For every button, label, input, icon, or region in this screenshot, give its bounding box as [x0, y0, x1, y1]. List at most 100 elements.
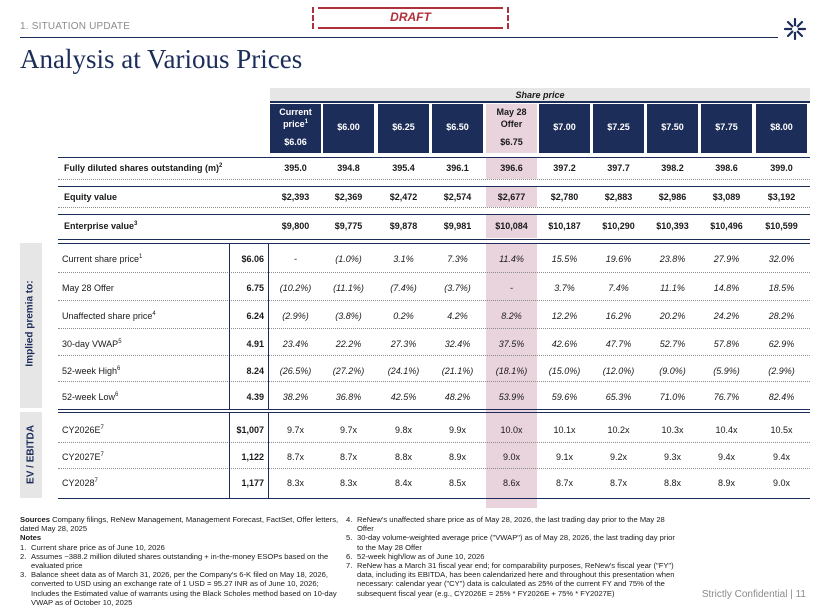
- table-cell: (11.1%): [333, 283, 364, 293]
- table-cell: 394.8: [337, 163, 360, 173]
- table-cell: (9.0%): [659, 366, 686, 376]
- table-cell: 9.8x: [394, 425, 412, 435]
- table-cell: 11.1%: [660, 283, 685, 293]
- offer-column-highlight: [486, 187, 537, 207]
- row-rule: [58, 498, 810, 499]
- table-cell: 8.7x: [339, 452, 357, 462]
- table-cell: 12.2%: [551, 311, 578, 321]
- table-cell: $3,192: [767, 192, 796, 202]
- table-cell: $10,393: [656, 221, 689, 231]
- column-header: $7.50: [647, 104, 698, 153]
- section-label: 1. SITUATION UPDATE: [20, 21, 131, 32]
- table-cell: 11.4%: [499, 254, 524, 264]
- row-rule: [58, 243, 810, 244]
- footnote: 1. Current share price as of June 10, 202…: [20, 542, 165, 552]
- table-cell: 3.7%: [554, 283, 575, 293]
- table-cell: 22.2%: [335, 339, 362, 349]
- table-cell: 396.6: [500, 163, 523, 173]
- table-cell: 4.2%: [447, 311, 468, 321]
- table-cell: $10,084: [495, 221, 528, 231]
- footnote: 2. Assumes ~388.2 million diluted shares …: [20, 551, 329, 571]
- table-cell: 62.9%: [768, 339, 795, 349]
- title-rule: [20, 37, 778, 38]
- column-header: $6.50: [432, 104, 483, 153]
- table-cell: 76.7%: [713, 392, 740, 402]
- table-cell: 8.7x: [286, 452, 304, 462]
- table-cell: $9,800: [281, 221, 310, 231]
- notes-heading: Notes: [20, 533, 42, 543]
- table-cell: (10.2%): [279, 283, 312, 293]
- table-cell: $2,986: [658, 192, 687, 202]
- row-label: Equity value: [64, 192, 118, 202]
- row-label: 52-week High6: [62, 366, 121, 376]
- table-cell: 8.3x: [286, 478, 304, 488]
- table-cell: 9.0x: [502, 452, 520, 462]
- table-cell: (5.9%): [713, 366, 740, 376]
- table-cell: $9,878: [389, 221, 418, 231]
- table-cell: (7.4%): [390, 283, 417, 293]
- row-rule: [58, 186, 810, 187]
- table-cell: $2,574: [443, 192, 472, 202]
- table-cell: (18.1%): [495, 366, 528, 376]
- row-label: 30-day VWAP5: [62, 339, 122, 349]
- share-price-group-header: Share price: [270, 88, 810, 103]
- footnote: 6. 52-week high/low as of June 10, 2026: [346, 551, 485, 561]
- table-cell: 10.2x: [607, 425, 630, 435]
- table-cell: $10,599: [765, 221, 798, 231]
- column-header: $7.75: [701, 104, 752, 153]
- reference-value: 8.24: [246, 366, 264, 376]
- draft-stamp: DRAFT: [312, 7, 509, 29]
- table-cell: 396.1: [446, 163, 469, 173]
- table-cell: 3.1%: [393, 254, 414, 264]
- row-rule: [58, 355, 810, 356]
- table-cell: 53.9%: [498, 392, 525, 402]
- table-cell: (15.0%): [548, 366, 581, 376]
- table-cell: 7.3%: [447, 254, 468, 264]
- table-cell: 9.4x: [717, 452, 735, 462]
- table-cell: $3,089: [712, 192, 741, 202]
- row-label: Current share price1: [62, 254, 143, 264]
- table-cell: 32.4%: [444, 339, 471, 349]
- table-cell: 57.8%: [713, 339, 740, 349]
- offer-column-highlight: [486, 158, 537, 179]
- row-rule: [58, 328, 810, 329]
- table-cell: 20.2%: [659, 311, 686, 321]
- row-rule: [58, 179, 810, 180]
- row-rule: [58, 239, 810, 240]
- table-cell: (3.7%): [444, 283, 471, 293]
- row-label: Fully diluted shares outstanding (m)2: [64, 163, 223, 173]
- table-cell: 23.8%: [659, 254, 686, 264]
- table-cell: 9.4x: [772, 452, 790, 462]
- table-cell: 399.0: [770, 163, 793, 173]
- column-header: Current price1 $6.06: [270, 104, 321, 153]
- row-label: 52-week Low6: [62, 392, 119, 402]
- table-cell: (21.1%): [441, 366, 474, 376]
- row-label: Unaffected share price4: [62, 311, 156, 321]
- row-rule: [58, 207, 810, 208]
- row-rule: [58, 442, 810, 443]
- table-cell: (24.1%): [387, 366, 420, 376]
- reference-value: 1,177: [241, 478, 264, 488]
- table-cell: $10,187: [548, 221, 581, 231]
- table-cell: 27.9%: [713, 254, 740, 264]
- table-cell: 28.2%: [768, 311, 795, 321]
- table-cell: 9.9x: [448, 425, 466, 435]
- row-label: May 28 Offer: [62, 283, 114, 293]
- footnote: 4. ReNew's unaffected share price as of M…: [346, 515, 665, 534]
- table-cell: 10.0x: [500, 425, 523, 435]
- table-cell: 397.2: [553, 163, 576, 173]
- table-cell: 8.4x: [394, 478, 412, 488]
- table-cell: 9.2x: [609, 452, 627, 462]
- offer-column-highlight: [486, 243, 537, 508]
- reference-value: 1,122: [241, 452, 264, 462]
- table-cell: (26.5%): [279, 366, 312, 376]
- confidential-label: Strictly Confidential | 11: [701, 589, 806, 600]
- table-cell: 8.9x: [717, 478, 735, 488]
- table-cell: $2,883: [604, 192, 633, 202]
- column-header: $6.00: [323, 104, 374, 153]
- table-cell: 9.7x: [286, 425, 304, 435]
- table-cell: 16.2%: [605, 311, 632, 321]
- table-cell: 395.4: [392, 163, 415, 173]
- table-cell: 8.8x: [663, 478, 681, 488]
- table-cell: 8.6x: [502, 478, 520, 488]
